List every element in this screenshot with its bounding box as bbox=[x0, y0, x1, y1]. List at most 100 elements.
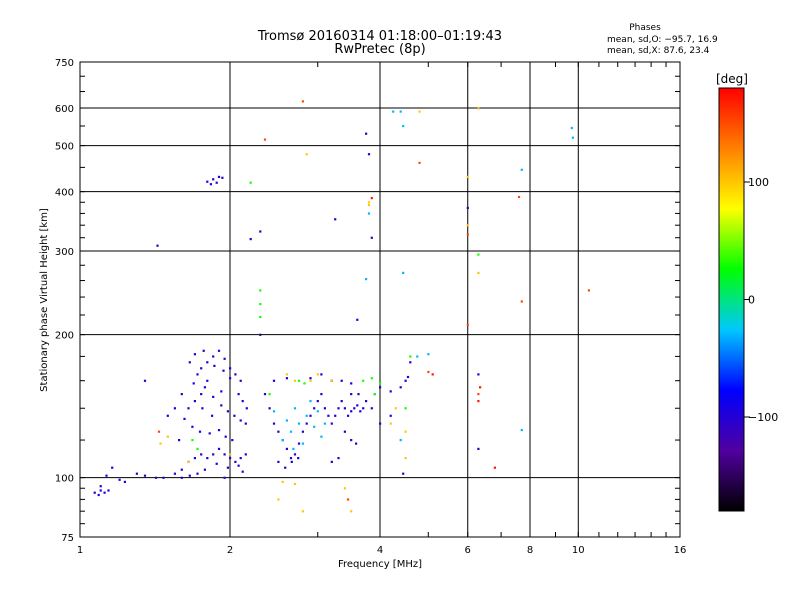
x-tick-label: 8 bbox=[527, 545, 533, 556]
x-axis-label: Frequency [MHz] bbox=[338, 559, 422, 570]
colorbar-gradient bbox=[718, 87, 745, 512]
data-point bbox=[427, 353, 430, 356]
data-point bbox=[97, 493, 100, 497]
data-point bbox=[223, 357, 226, 360]
data-point bbox=[293, 482, 297, 486]
data-point bbox=[154, 476, 158, 479]
data-point bbox=[350, 410, 353, 413]
data-point bbox=[239, 419, 242, 422]
data-point bbox=[289, 457, 293, 460]
data-point bbox=[162, 476, 165, 479]
data-point bbox=[477, 253, 480, 256]
data-point bbox=[416, 355, 419, 358]
data-point bbox=[166, 414, 169, 417]
chart-subtitle: RwPretec (8p) bbox=[334, 42, 425, 57]
data-point bbox=[285, 373, 288, 376]
data-point bbox=[239, 379, 242, 382]
x-tick-label: 1 bbox=[77, 545, 83, 556]
data-point bbox=[187, 460, 190, 463]
data-point bbox=[118, 478, 121, 481]
data-point bbox=[285, 419, 288, 422]
data-point bbox=[301, 442, 304, 445]
data-point bbox=[285, 377, 288, 380]
data-point bbox=[220, 390, 223, 393]
data-point bbox=[259, 303, 262, 306]
data-point bbox=[367, 212, 371, 215]
data-point bbox=[305, 153, 308, 156]
y-tick-label: 600 bbox=[55, 104, 74, 115]
data-point bbox=[259, 230, 262, 233]
data-point bbox=[399, 386, 402, 389]
data-point bbox=[362, 379, 365, 382]
data-point bbox=[365, 400, 368, 403]
data-point bbox=[213, 364, 216, 367]
data-point bbox=[206, 361, 209, 364]
data-point bbox=[245, 407, 248, 410]
data-point bbox=[493, 466, 496, 469]
data-point bbox=[200, 393, 203, 396]
data-point bbox=[234, 373, 237, 376]
data-point bbox=[409, 361, 412, 364]
y-tick-label: 200 bbox=[55, 331, 74, 342]
data-point bbox=[212, 355, 215, 358]
data-point bbox=[305, 422, 308, 425]
data-point bbox=[202, 349, 205, 352]
data-point bbox=[272, 379, 276, 382]
data-point bbox=[367, 204, 371, 207]
data-point bbox=[399, 110, 402, 113]
data-point bbox=[166, 435, 169, 438]
colorbar-tick-label: 100 bbox=[748, 176, 769, 189]
data-point bbox=[259, 333, 262, 336]
data-point bbox=[370, 197, 373, 200]
colorbar-unit: [deg] bbox=[716, 72, 748, 86]
data-point bbox=[316, 410, 319, 413]
data-point bbox=[337, 407, 340, 410]
data-point bbox=[309, 377, 312, 380]
data-point bbox=[239, 457, 242, 460]
data-point bbox=[221, 176, 224, 179]
data-point bbox=[570, 126, 573, 130]
data-point bbox=[99, 485, 102, 488]
data-point bbox=[212, 395, 215, 398]
data-point bbox=[217, 175, 221, 178]
data-point bbox=[233, 414, 236, 417]
data-point bbox=[223, 453, 226, 456]
data-point bbox=[399, 439, 402, 442]
data-point bbox=[237, 464, 240, 467]
data-point bbox=[293, 453, 297, 456]
data-point bbox=[309, 379, 312, 382]
data-point bbox=[201, 407, 204, 410]
data-point bbox=[281, 480, 284, 483]
data-point bbox=[392, 110, 395, 113]
data-point bbox=[111, 466, 114, 469]
data-point bbox=[343, 407, 346, 410]
x-tick-label: 16 bbox=[674, 545, 687, 556]
y-tick-label: 500 bbox=[55, 142, 74, 153]
data-point bbox=[180, 468, 183, 471]
data-point bbox=[217, 447, 221, 450]
y-tick-label: 75 bbox=[61, 533, 74, 544]
data-point bbox=[316, 400, 319, 403]
data-point bbox=[193, 400, 196, 403]
data-point bbox=[466, 323, 469, 326]
data-point bbox=[313, 407, 316, 410]
data-point bbox=[350, 439, 353, 442]
data-point bbox=[187, 407, 190, 410]
data-point bbox=[350, 382, 353, 385]
phases-o-stats: mean, sd,O: −95.7, 16.9 bbox=[607, 35, 718, 45]
data-point bbox=[402, 271, 405, 274]
data-point bbox=[297, 379, 301, 382]
data-point bbox=[293, 379, 297, 382]
data-point bbox=[406, 375, 410, 379]
data-point bbox=[272, 422, 276, 425]
data-point bbox=[143, 474, 147, 477]
data-point bbox=[389, 422, 392, 425]
data-point bbox=[404, 430, 407, 433]
data-point bbox=[259, 289, 262, 292]
data-point bbox=[212, 453, 215, 456]
data-point bbox=[477, 107, 480, 110]
data-point bbox=[297, 457, 300, 460]
data-point bbox=[404, 457, 407, 460]
data-point bbox=[192, 382, 195, 385]
data-point bbox=[517, 195, 521, 199]
